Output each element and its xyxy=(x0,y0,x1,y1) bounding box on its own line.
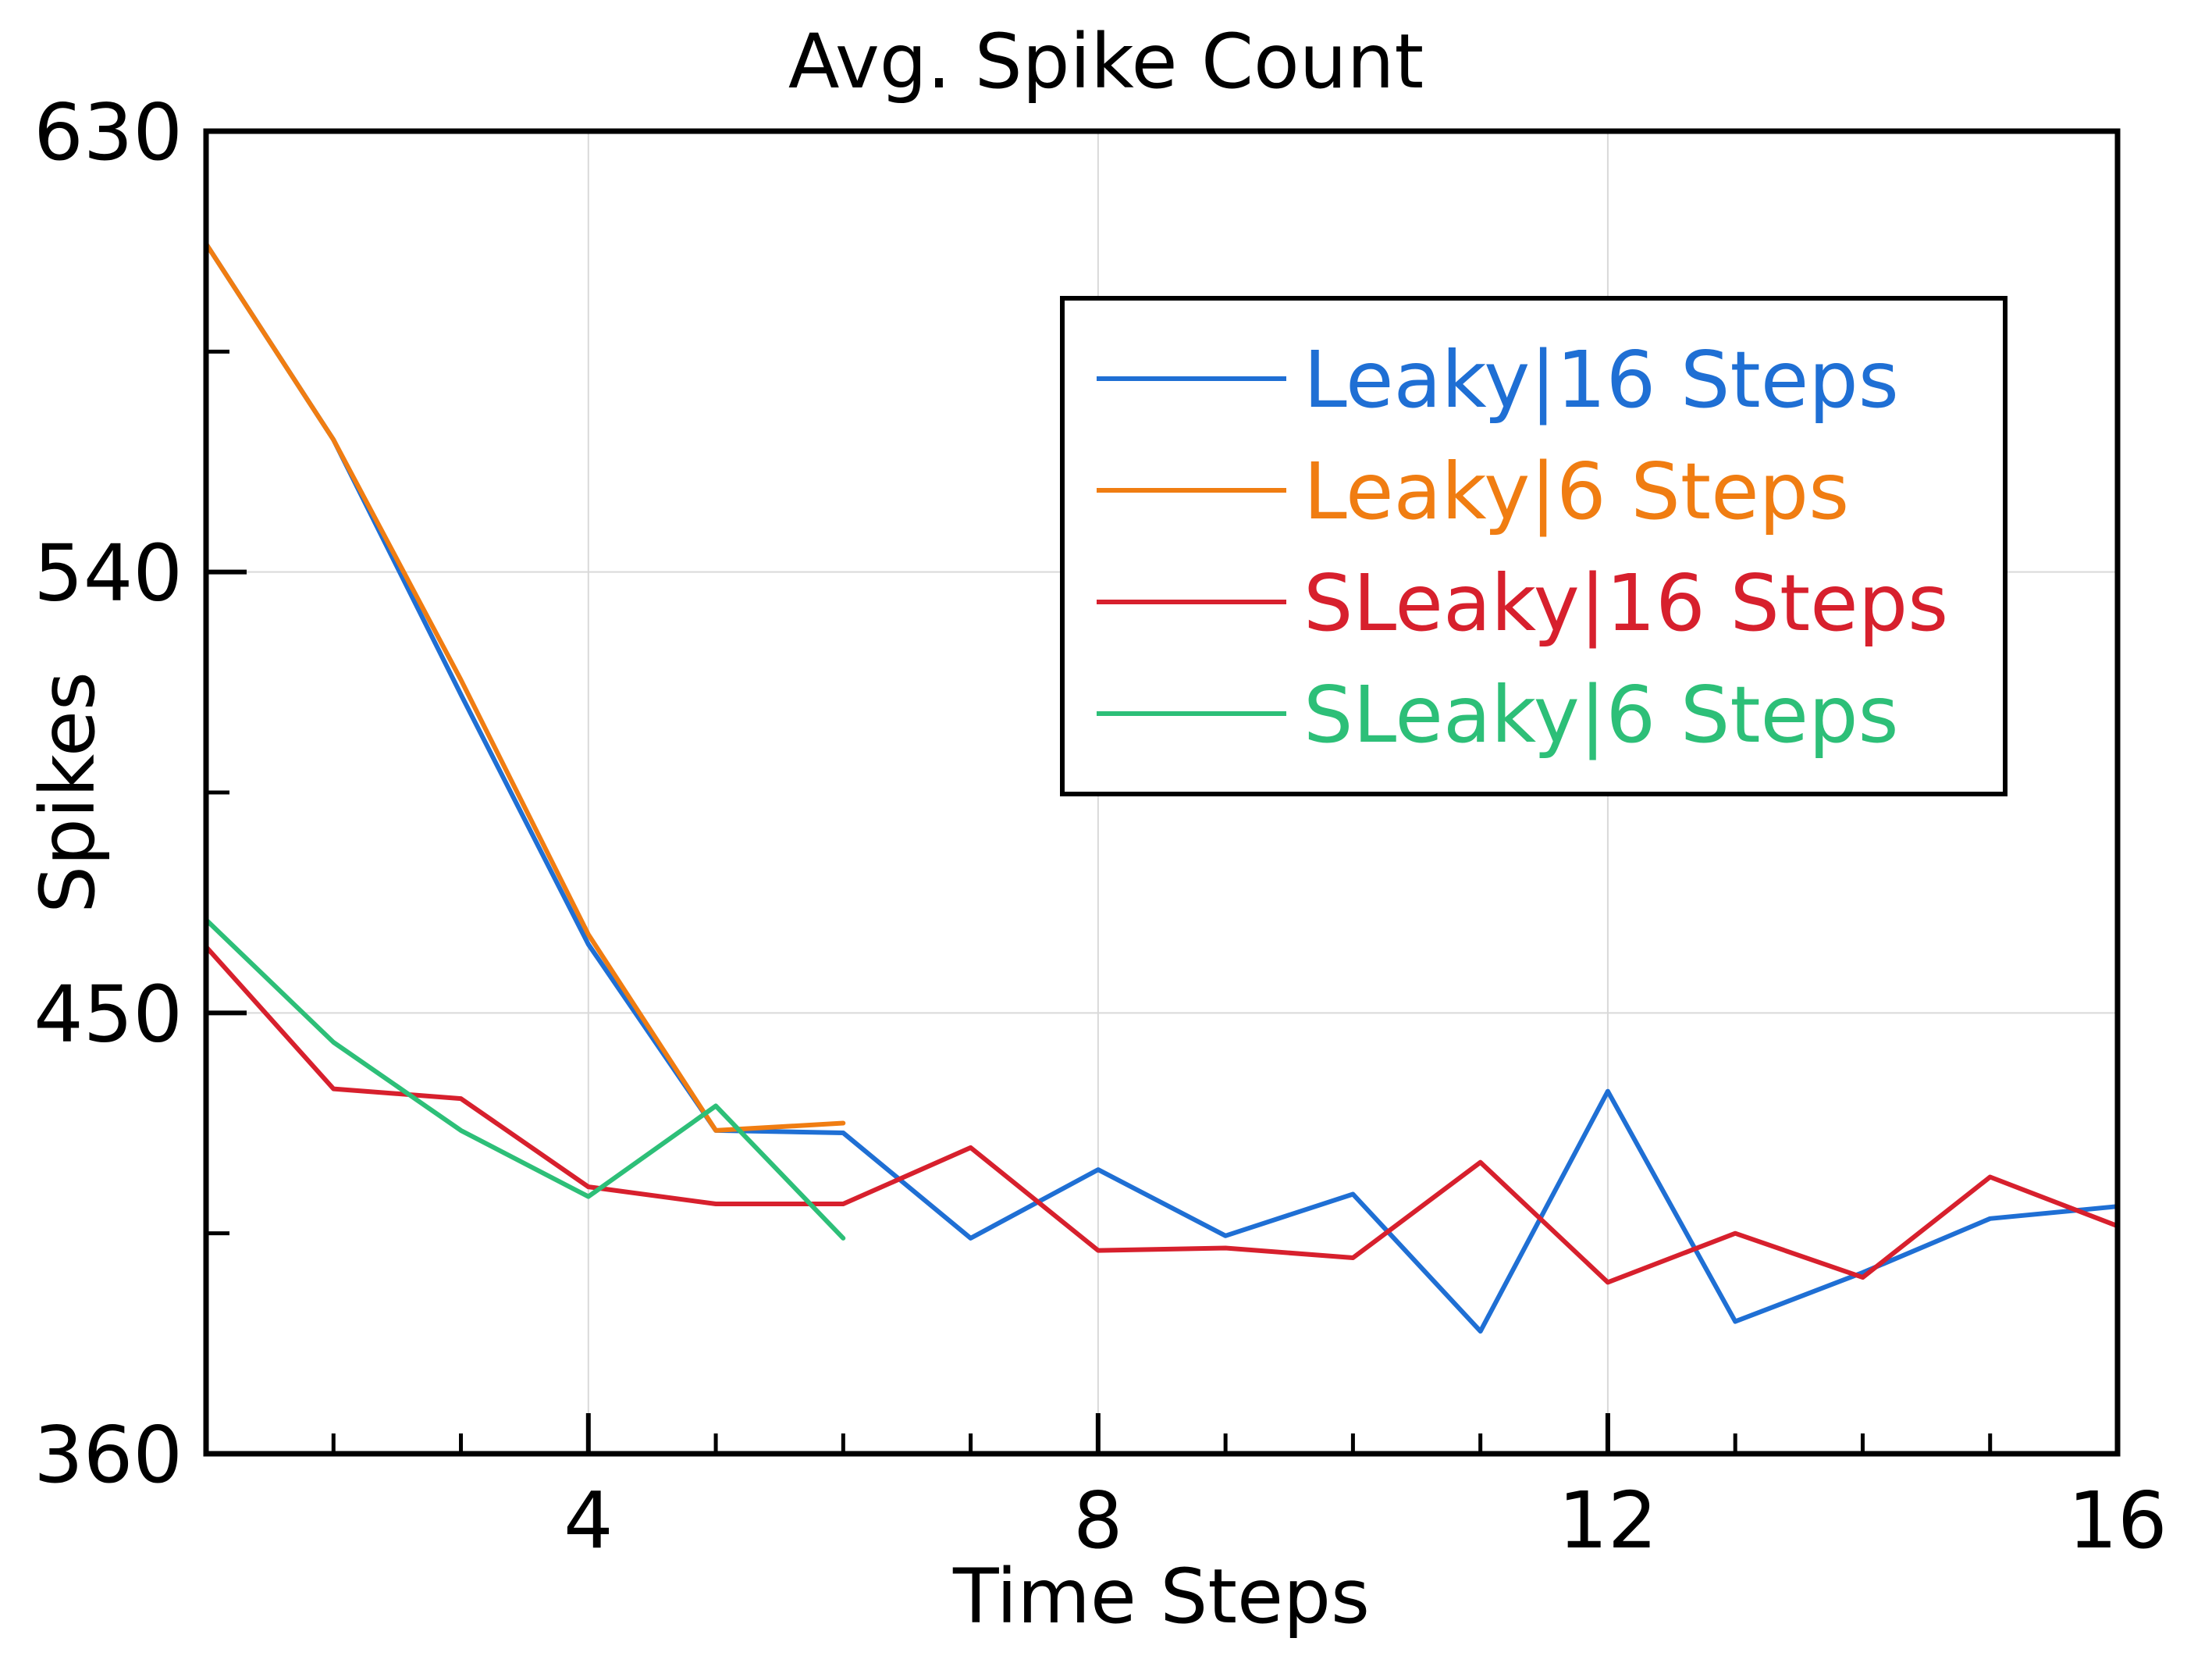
y-tick-label: 360 xyxy=(34,1409,183,1501)
x-tick-label: 8 xyxy=(1073,1475,1123,1566)
series-line-3 xyxy=(204,944,2120,1285)
x-tick-label: 16 xyxy=(2068,1475,2167,1566)
y-axis-label: Spikes xyxy=(24,671,112,913)
series-lines xyxy=(204,241,2120,1334)
legend-label-2: Leaky|6 Steps xyxy=(1303,446,1849,537)
y-tick-label: 630 xyxy=(34,87,183,178)
plot-frame xyxy=(203,128,2121,1457)
x-axis-label: Time Steps xyxy=(952,1553,1370,1640)
series-line-4 xyxy=(204,917,846,1241)
legend: Leaky|16 Steps Leaky|6 Steps SLeaky|16 Ste… xyxy=(1060,296,2008,796)
chart-title: Avg. Spike Count xyxy=(788,18,1424,105)
x-tick-label: 4 xyxy=(564,1475,613,1566)
legend-label-1: Leaky|16 Steps xyxy=(1303,334,1899,426)
y-tick-label: 450 xyxy=(34,968,183,1059)
legend-label-4: SLeaky|6 Steps xyxy=(1303,669,1899,760)
y-tick-label: 540 xyxy=(34,528,183,619)
tick-labels: 4 8 12 16 360 450 540 630 xyxy=(34,87,2168,1566)
series-line-1 xyxy=(204,241,2120,1334)
legend-label-3: SLeaky|16 Steps xyxy=(1303,557,1948,649)
x-tick-label: 12 xyxy=(1558,1475,1657,1566)
